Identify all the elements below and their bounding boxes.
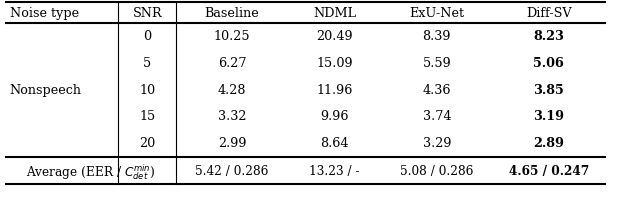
Text: SNR: SNR [132,7,162,20]
Text: NDML: NDML [313,7,356,20]
Text: Average (EER / $C_{det}^{min}$): Average (EER / $C_{det}^{min}$) [26,162,156,181]
Text: 4.65 / 0.247: 4.65 / 0.247 [509,165,589,178]
Text: 2.99: 2.99 [218,137,246,150]
Text: 15: 15 [139,110,156,123]
Text: 5.08 / 0.286: 5.08 / 0.286 [400,165,474,178]
Text: 20.49: 20.49 [316,30,353,43]
Text: 4.28: 4.28 [218,84,246,97]
Text: 5.59: 5.59 [422,57,451,70]
Text: 3.85: 3.85 [533,84,564,97]
Text: 8.64: 8.64 [320,137,349,150]
Text: 8.39: 8.39 [422,30,451,43]
Text: 10: 10 [139,84,156,97]
Text: 3.19: 3.19 [533,110,564,123]
Text: Noise type: Noise type [10,7,79,20]
Text: 3.29: 3.29 [422,137,451,150]
Text: 15.09: 15.09 [316,57,353,70]
Text: 5: 5 [143,57,151,70]
Text: 10.25: 10.25 [214,30,250,43]
Text: 5.06: 5.06 [533,57,564,70]
Text: 0: 0 [143,30,151,43]
Text: 6.27: 6.27 [218,57,246,70]
Text: Baseline: Baseline [205,7,259,20]
Text: ExU-Net: ExU-Net [409,7,465,20]
Text: Diff-SV: Diff-SV [526,7,572,20]
Text: 11.96: 11.96 [316,84,353,97]
Text: 5.42 / 0.286: 5.42 / 0.286 [195,165,269,178]
Text: 3.32: 3.32 [218,110,246,123]
Text: 4.36: 4.36 [422,84,451,97]
Text: 20: 20 [139,137,156,150]
Text: 13.23 / -: 13.23 / - [309,165,360,178]
Text: 3.74: 3.74 [422,110,451,123]
Text: 2.89: 2.89 [533,137,564,150]
Text: 8.23: 8.23 [533,30,564,43]
Text: Nonspeech: Nonspeech [10,84,82,97]
Text: 9.96: 9.96 [320,110,349,123]
